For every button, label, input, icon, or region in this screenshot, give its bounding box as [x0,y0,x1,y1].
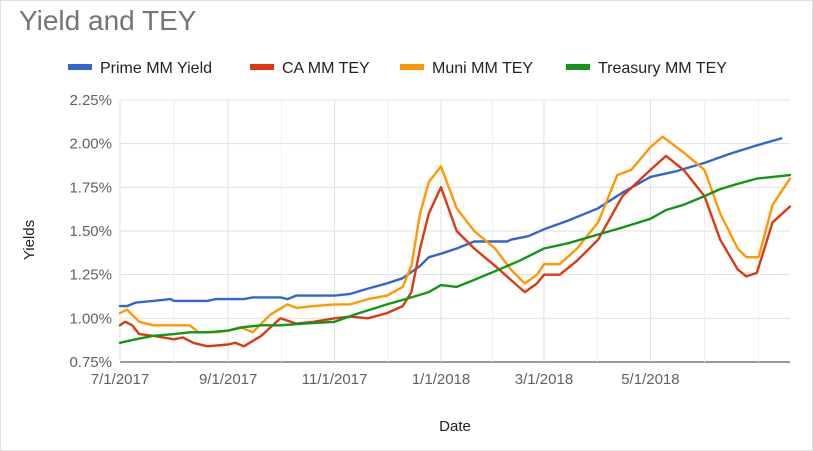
legend: Prime MM Yield CA MM TEY Muni MM TEY Treasu… [68,60,727,77]
legend-label-ca: CA MM TEY [282,60,370,77]
x-tick-label: 11/1/2017 [302,371,368,388]
y-tick-label: 1.00% [69,310,112,327]
y-axis-title: Yields [21,220,38,260]
gridlines [119,99,790,363]
series-line-prime [118,137,783,308]
legend-label-muni: Muni MM TEY [432,60,533,77]
series-line-treasury [118,173,792,344]
legend-label-treasury: Treasury MM TEY [598,60,727,77]
chart-title: Yield and TEY [19,5,197,36]
y-tick-label: 2.00% [69,136,112,153]
y-tick-label: 0.75% [69,354,112,371]
series-line-ca [118,154,792,348]
legend-label-prime: Prime MM Yield [100,60,212,77]
legend-swatch-treasury [566,64,590,70]
legend-swatch-muni [400,64,424,70]
x-tick-label: 9/1/2017 [199,371,257,388]
y-tick-label: 1.75% [69,179,112,196]
x-tick-label: 5/1/2018 [621,371,679,388]
legend-swatch-prime [68,64,92,70]
y-tick-label: 1.25% [69,267,112,284]
x-tick-label: 1/1/2018 [412,371,470,388]
series-line-muni [118,135,792,334]
x-axis-ticks: 7/1/2017 9/1/2017 11/1/2017 1/1/2018 3/1/201… [91,371,680,388]
y-axis-ticks: 0.75% 1.00% 1.25% 1.50% 1.75% 2.00% 2.25% [69,92,112,371]
series-lines [118,135,792,348]
x-tick-label: 7/1/2017 [91,371,149,388]
legend-swatch-ca [250,64,274,70]
x-axis-title: Date [439,418,471,435]
x-tick-label: 3/1/2018 [515,371,573,388]
y-tick-label: 1.50% [69,223,112,240]
y-tick-label: 2.25% [69,92,112,109]
